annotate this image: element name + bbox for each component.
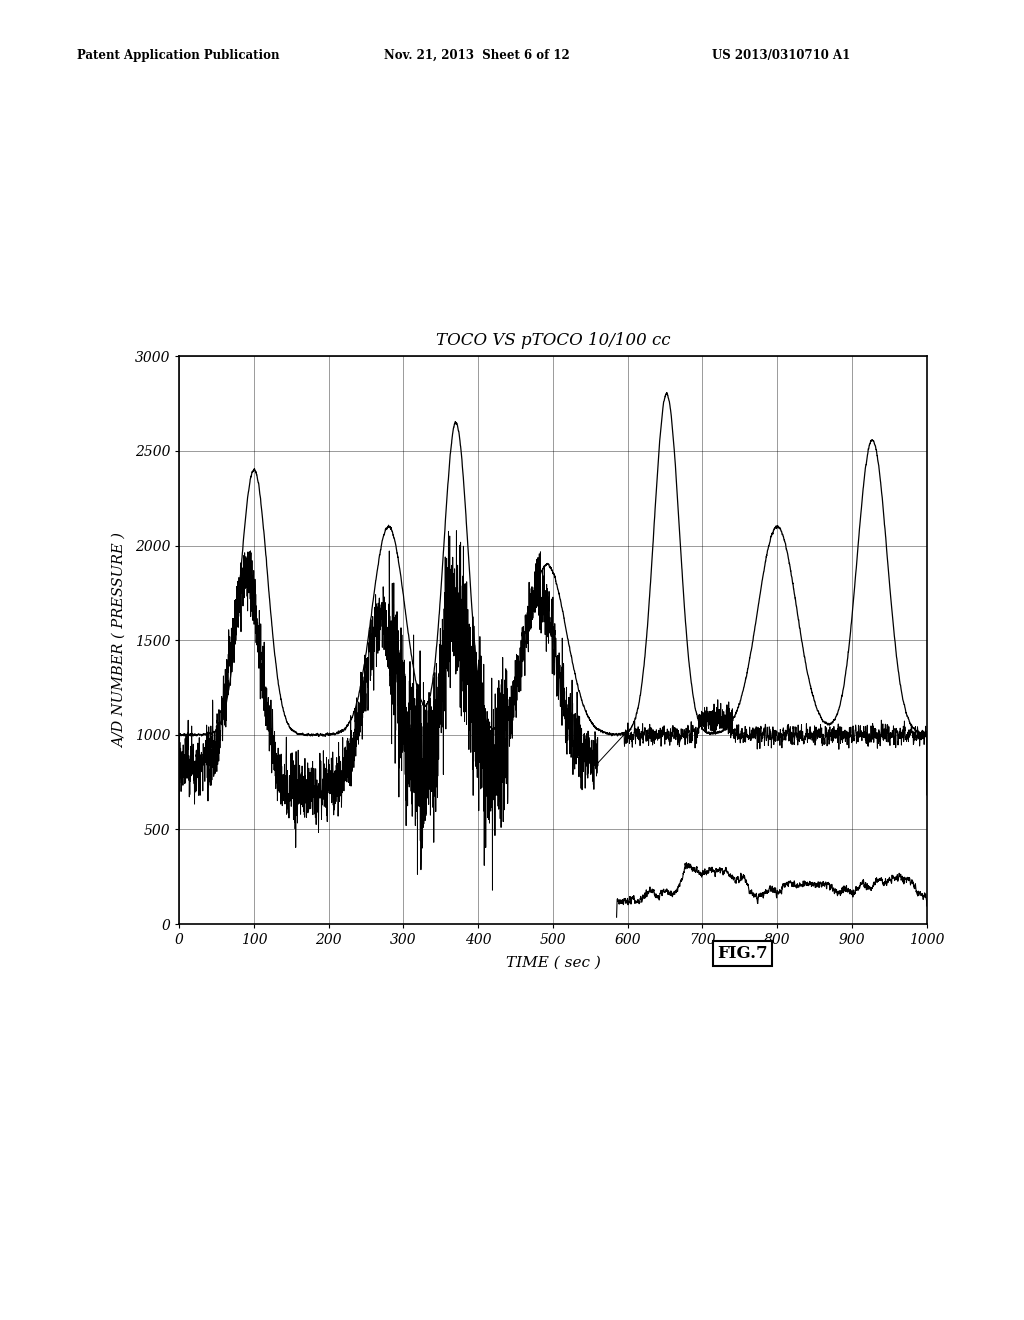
Text: FIG.7: FIG.7 [717,945,767,962]
X-axis label: TIME ( sec ): TIME ( sec ) [506,956,600,969]
Text: US 2013/0310710 A1: US 2013/0310710 A1 [712,49,850,62]
Y-axis label: A/D NUMBER ( PRESSURE ): A/D NUMBER ( PRESSURE ) [113,533,126,747]
Text: Patent Application Publication: Patent Application Publication [77,49,280,62]
Title: TOCO VS pTOCO 10/100 cc: TOCO VS pTOCO 10/100 cc [435,333,671,350]
Text: Nov. 21, 2013  Sheet 6 of 12: Nov. 21, 2013 Sheet 6 of 12 [384,49,569,62]
